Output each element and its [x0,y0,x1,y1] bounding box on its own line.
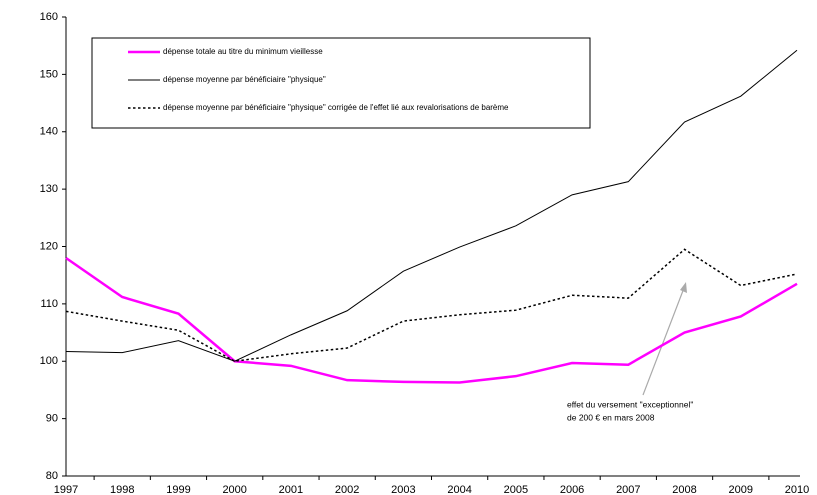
annotation: de 200 € en mars 2008 [567,412,655,422]
x-tick-label: 2009 [729,484,753,495]
x-tick-label: 1997 [54,484,78,495]
series-line [65,248,798,363]
legend-label: dépense moyenne par bénéficiaire "physiq… [163,103,509,112]
x-tick-label: 2001 [279,484,303,495]
x-tick-label: 2002 [335,484,359,495]
arrow-head [680,282,687,293]
y-tick-label: 150 [40,68,58,80]
annotation-arrow [642,287,685,396]
y-tick-label: 80 [46,470,58,482]
series-line [65,49,798,362]
x-tick-label: 2003 [391,484,415,495]
annotation: effet du versement "exceptionnel" [567,399,693,409]
y-tick-label: 100 [40,355,58,367]
x-tick-label: 2005 [504,484,528,495]
x-tick-label: 2004 [447,484,471,495]
x-tick-label: 1998 [110,484,134,495]
legend-label: dépense moyenne par bénéficiaire "physiq… [163,75,326,84]
legend-label: dépense totale au titre du minimum vieil… [163,47,323,56]
y-tick-label: 130 [40,183,58,195]
y-tick-label: 140 [40,126,58,138]
y-tick-label: 160 [40,11,58,23]
legend-box [91,37,591,129]
y-tick-label: 90 [46,413,58,425]
x-tick-label: 2008 [672,484,696,495]
x-tick-label: 2007 [616,484,640,495]
x-tick-label: 2000 [222,484,246,495]
x-tick-label: 1999 [166,484,190,495]
x-tick-label: 2010 [785,484,809,495]
x-tick-label: 2006 [560,484,584,495]
y-tick-label: 120 [40,240,58,252]
y-tick-label: 110 [40,298,58,310]
series-line [65,256,798,384]
